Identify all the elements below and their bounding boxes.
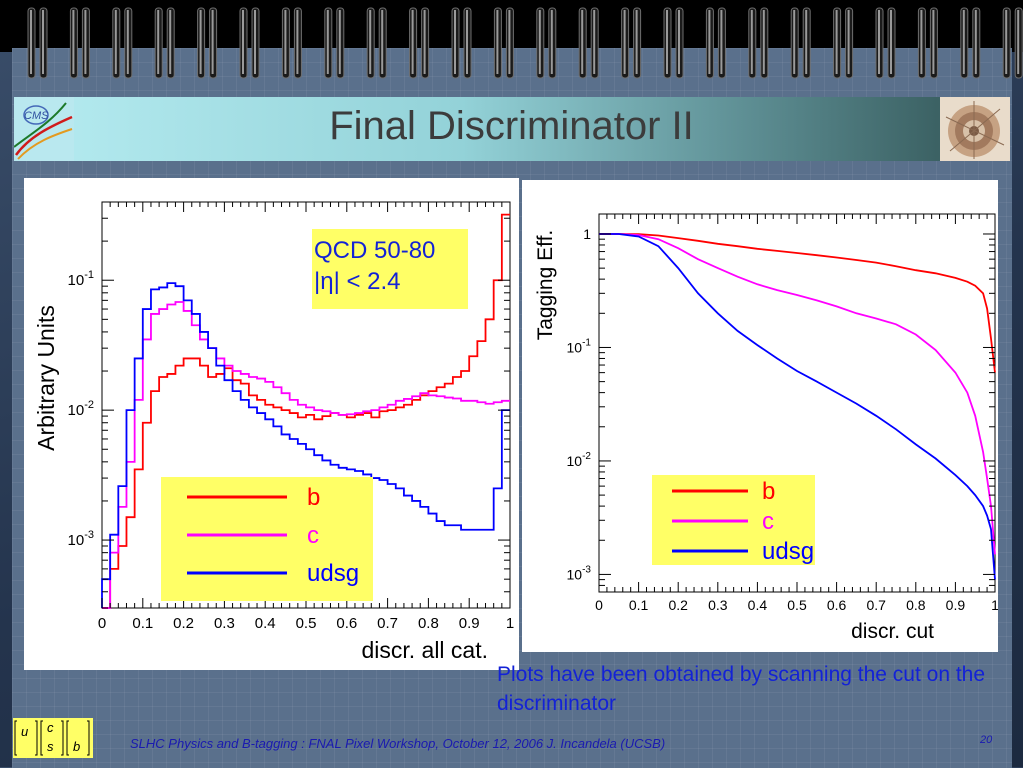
series-b xyxy=(102,213,510,609)
x-tick-label: 0.5 xyxy=(787,597,807,613)
slide-title: Final Discriminator II xyxy=(329,104,694,148)
x-tick-label: 0.9 xyxy=(946,597,966,613)
binding-ring xyxy=(917,7,938,79)
binding-ring xyxy=(790,7,811,79)
x-tick-label: 0.9 xyxy=(459,615,480,632)
svg-text:CMS: CMS xyxy=(24,110,49,122)
binding-ring xyxy=(578,7,599,79)
x-tick-label: 0 xyxy=(595,597,603,613)
x-tick-label: 0.1 xyxy=(629,597,649,613)
x-tick-label: 1 xyxy=(506,615,514,632)
series-udsg xyxy=(101,282,510,608)
y-tick-label: 10-1 xyxy=(68,269,94,289)
quark-c: c xyxy=(47,720,54,735)
binding-ring xyxy=(27,7,48,79)
binding-ring xyxy=(451,7,472,79)
spiral-binding xyxy=(27,7,1023,79)
quark-u: u xyxy=(21,724,28,739)
x-tick-label: 1 xyxy=(991,597,998,613)
legend: bc udsg xyxy=(161,477,373,601)
binding-ring xyxy=(366,7,387,79)
binding-ring xyxy=(324,7,345,79)
annotation-line-2: |η| < 2.4 xyxy=(314,268,401,295)
y-tick-label: 10-2 xyxy=(68,399,94,419)
binding-ring xyxy=(536,7,557,79)
x-tick-label: 0.4 xyxy=(255,615,276,632)
discriminator-histogram: 0 0.1 0.2 0.3 0.4 0.5 0.6 0.7 0.8 0.9 1 10-1 10-2 10-… xyxy=(33,201,514,663)
binding-ring xyxy=(663,7,684,79)
x-tick-label: 0.6 xyxy=(336,615,357,632)
x-tick-label: 0.7 xyxy=(377,615,398,632)
binding-ring xyxy=(409,7,430,79)
y-tick-label: 10-3 xyxy=(567,564,592,582)
binding-ring xyxy=(705,7,726,79)
legend-label-b: b xyxy=(762,478,775,505)
y-axis-label: Arbitrary Units xyxy=(33,305,59,451)
binding-ring xyxy=(748,7,769,79)
binding-ring xyxy=(197,7,218,79)
y-tick-label: 10-2 xyxy=(567,451,592,469)
legend-label-b: b xyxy=(307,484,320,511)
x-tick-label: 0.2 xyxy=(668,597,688,613)
x-tick-label: 0.4 xyxy=(748,597,768,613)
y-tick-label: 10-1 xyxy=(567,337,592,355)
quark-s: s xyxy=(47,739,54,754)
binding-ring xyxy=(833,7,854,79)
x-axis-label: discr. all cat. xyxy=(361,637,488,663)
cms-logo: CMS xyxy=(14,97,74,161)
series-udsg xyxy=(599,233,996,580)
x-tick-label: 0.6 xyxy=(827,597,847,613)
x-tick-label: 0.2 xyxy=(173,615,194,632)
binding-ring xyxy=(960,7,981,79)
binding-ring xyxy=(621,7,642,79)
binding-ring xyxy=(875,7,896,79)
binding-ring xyxy=(1002,7,1023,79)
binding-ring xyxy=(239,7,260,79)
legend-label-c: c xyxy=(307,522,319,549)
series-b xyxy=(599,233,996,373)
x-tick-label: 0 xyxy=(98,615,106,632)
page-number: 20 xyxy=(980,734,993,746)
annotation-box xyxy=(312,229,468,309)
x-tick-label: 0.3 xyxy=(708,597,728,613)
binding-ring xyxy=(154,7,175,79)
binding-ring xyxy=(493,7,514,79)
binding-ring xyxy=(112,7,133,79)
quark-matrix-logo: u c s b xyxy=(13,718,93,758)
right-plot-panel: 0 0.1 0.2 0.3 0.4 0.5 0.6 0.7 0.8 0.9 1 1 10-1 10-2 10… xyxy=(522,180,999,652)
legend-label-udsg: udsg xyxy=(307,560,359,587)
series-c xyxy=(102,301,510,609)
quark-b: b xyxy=(73,739,80,754)
y-tick-label: 1 xyxy=(583,226,591,242)
detector-photo xyxy=(940,97,1010,161)
x-tick-label: 0.8 xyxy=(906,597,926,613)
legend-label-c: c xyxy=(762,508,774,535)
annotation-line-1: QCD 50-80 xyxy=(314,237,435,264)
binding-ring xyxy=(281,7,302,79)
x-tick-label: 0.8 xyxy=(418,615,439,632)
y-tick-label: 10-3 xyxy=(68,529,94,549)
footer-text: SLHC Physics and B-tagging : FNAL Pixel … xyxy=(130,736,666,751)
legend: bc udsg xyxy=(652,475,815,565)
tagging-efficiency-plot: 0 0.1 0.2 0.3 0.4 0.5 0.6 0.7 0.8 0.9 1 1 10-1 10-2 10… xyxy=(534,213,999,643)
x-tick-label: 0.7 xyxy=(866,597,886,613)
x-tick-label: 0.5 xyxy=(296,615,317,632)
binding-ring xyxy=(69,7,90,79)
x-axis-label: discr. cut xyxy=(851,620,934,643)
left-plot-panel: 0 0.1 0.2 0.3 0.4 0.5 0.6 0.7 0.8 0.9 1 10-1 10-2 10-… xyxy=(24,178,519,670)
legend-label-udsg: udsg xyxy=(762,538,814,565)
x-tick-label: 0.1 xyxy=(132,615,153,632)
slide-note: Plots have been obtained by scanning the… xyxy=(497,663,986,715)
y-axis-label: Tagging Eff. xyxy=(534,230,557,341)
title-banner xyxy=(14,97,1010,161)
series-c xyxy=(599,233,996,555)
x-tick-label: 0.3 xyxy=(214,615,235,632)
